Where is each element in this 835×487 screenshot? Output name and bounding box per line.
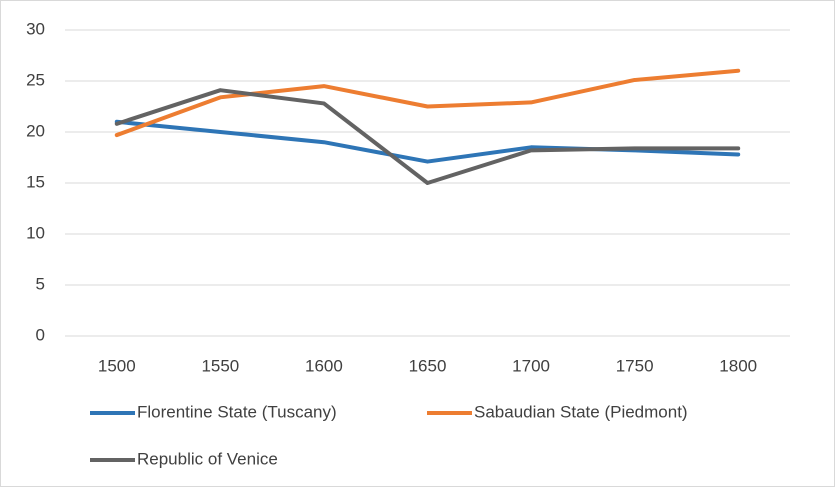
y-tick-label: 20 <box>26 121 45 140</box>
y-tick-label: 10 <box>26 223 45 242</box>
x-tick-label: 1650 <box>409 356 447 375</box>
x-tick-label: 1500 <box>98 356 136 375</box>
y-tick-label: 30 <box>26 19 45 38</box>
legend-label: Republic of Venice <box>137 449 278 468</box>
data-line <box>114 68 741 138</box>
y-tick-label: 15 <box>26 172 45 191</box>
data-line <box>114 88 741 185</box>
x-tick-label: 1800 <box>719 356 757 375</box>
y-tick-label: 25 <box>26 70 45 89</box>
legend-label: Florentine State (Tuscany) <box>137 402 337 421</box>
legend-label: Sabaudian State (Piedmont) <box>474 402 688 421</box>
y-tick-label: 5 <box>36 274 45 293</box>
x-tick-label: 1700 <box>512 356 550 375</box>
x-tick-label: 1750 <box>616 356 654 375</box>
x-tick-label: 1600 <box>305 356 343 375</box>
x-tick-label: 1550 <box>201 356 239 375</box>
data-line <box>114 119 741 164</box>
y-tick-label: 0 <box>36 325 45 344</box>
